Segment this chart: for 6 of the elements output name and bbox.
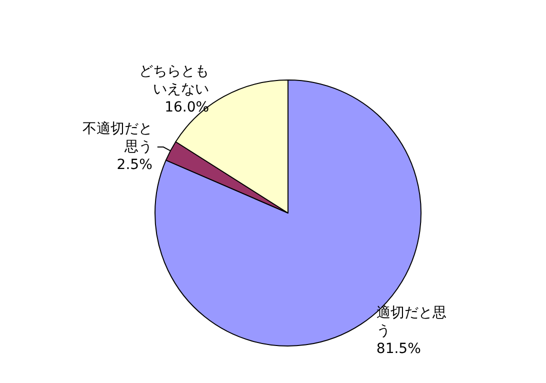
slice-label: 不適切だと思う	[82, 121, 152, 156]
data-label: 16.0%	[164, 99, 210, 116]
slice-label: 適切だと思う	[376, 304, 446, 339]
slice-label: どちらともいえない	[139, 63, 210, 98]
data-label: 81.5%	[376, 340, 421, 357]
data-label: 2.5%	[116, 157, 152, 174]
